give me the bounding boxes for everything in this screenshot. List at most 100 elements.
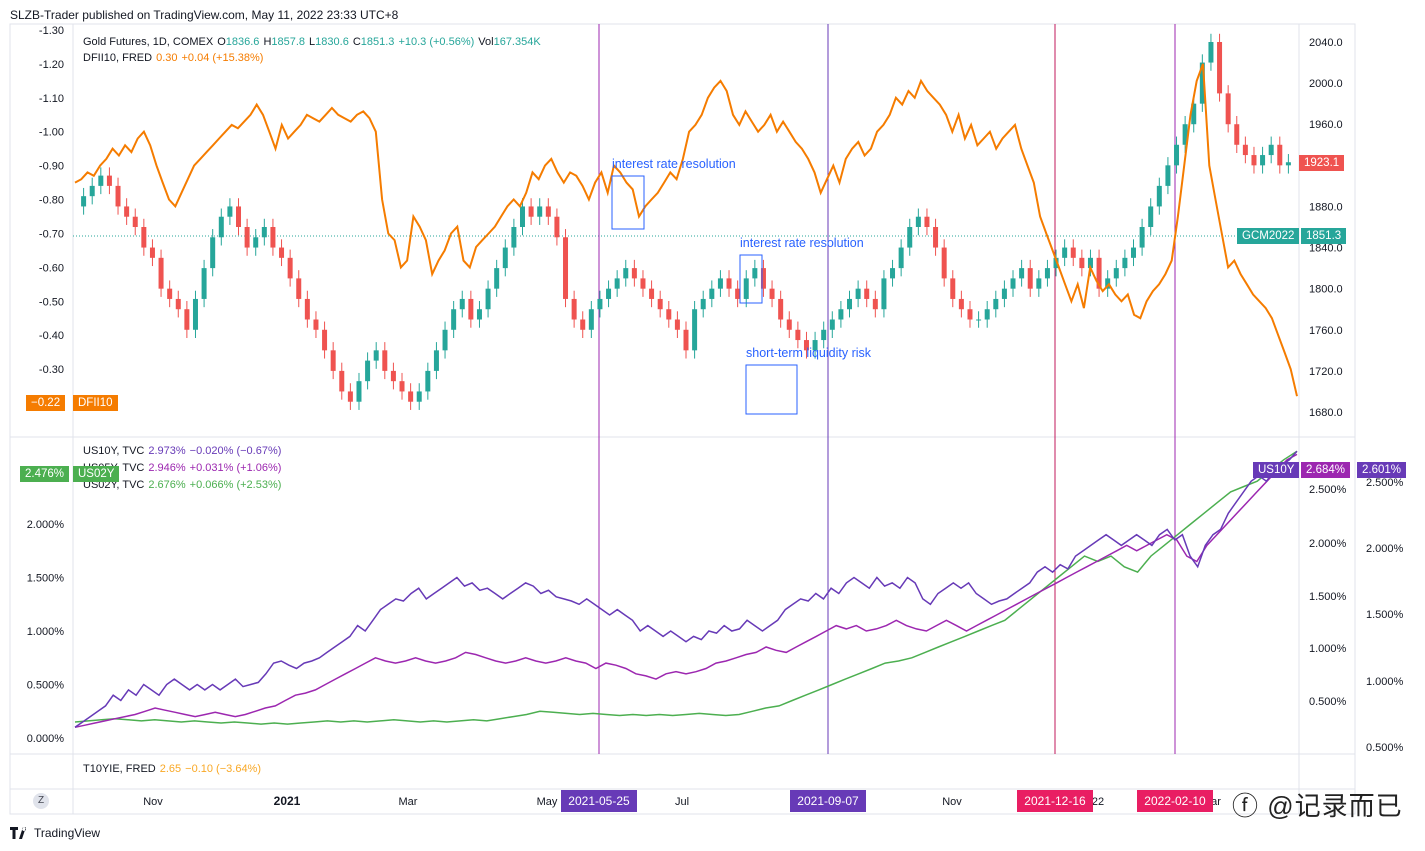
candle-body	[1010, 278, 1016, 289]
date-marker-3[interactable]: 2021-12-16	[1017, 790, 1093, 812]
yield-right-axis2-label: 0.500%	[1366, 742, 1404, 754]
candle-body	[872, 298, 878, 310]
candle-body	[864, 288, 870, 299]
candle-body	[847, 298, 853, 310]
legend-gold[interactable]: Gold Futures, 1D, COMEX O1836.6 H1857.8 L18…	[83, 36, 545, 48]
yield-axis-label: 0.500%	[27, 680, 65, 692]
candle-body	[425, 370, 431, 392]
legend-gold-c: 1851.3	[360, 36, 395, 48]
left-axis-label: -0.50	[39, 296, 64, 308]
candle-body	[683, 329, 689, 351]
candle-body	[1019, 268, 1025, 279]
candle-body	[976, 319, 982, 321]
legend-gold-h: 1857.8	[271, 36, 306, 48]
legend-us02y[interactable]: US02Y, TVC 2.676% +0.066% (+2.53%)	[83, 479, 285, 491]
left-axis-label: -0.40	[39, 330, 64, 342]
legend-us10y-name: US10Y, TVC	[83, 445, 145, 457]
candle-body	[494, 268, 500, 289]
candle-body	[89, 185, 95, 197]
candle-body	[1139, 227, 1145, 248]
gcm-label-badge: GCM2022	[1237, 228, 1300, 244]
candle-body	[769, 288, 775, 299]
us05y-line	[74, 453, 1298, 729]
candle-body	[502, 247, 508, 269]
legend-t10yie[interactable]: T10YIE, FRED 2.65 −0.10 (−3.64%)	[83, 763, 265, 775]
legend-dfii-value: 0.30	[156, 52, 178, 64]
right-axis-label: 1760.0	[1309, 325, 1343, 337]
candle-body	[98, 175, 104, 186]
candle-body	[984, 309, 990, 320]
legend-gold-l-label: L	[309, 36, 316, 48]
candle-body	[158, 257, 164, 289]
candle-body	[322, 329, 328, 351]
candle-body	[373, 350, 379, 361]
candle-body	[898, 247, 904, 269]
legend-us02y-value: 2.676%	[148, 479, 186, 491]
left-axis-label: -0.60	[39, 262, 64, 274]
candle-body	[408, 391, 414, 402]
candle-body	[1260, 155, 1266, 166]
legend-gold-vol-label: Vol	[478, 36, 494, 48]
candle-body	[382, 350, 388, 371]
candle-body	[597, 298, 603, 310]
right-axis-label: 1960.0	[1309, 119, 1343, 131]
legend-t10yie-value: 2.65	[159, 763, 182, 775]
zoom-button[interactable]: Z	[33, 793, 49, 809]
publisher-header: SLZB-Trader published on TradingView.com…	[10, 8, 399, 22]
yield-right-axis2-label: 1.500%	[1366, 609, 1404, 621]
legend-us10y[interactable]: US10Y, TVC 2.973% −0.020% (−0.67%)	[83, 445, 285, 457]
candle-body	[1234, 124, 1240, 145]
candle-body	[1062, 247, 1068, 258]
candle-body	[201, 268, 207, 299]
date-marker-1[interactable]: 2021-05-25	[561, 790, 637, 812]
candle-body	[967, 309, 973, 320]
legend-gold-chg: +10.3 (+0.56%)	[398, 36, 475, 48]
candle-body	[821, 329, 827, 341]
x-axis-label: 2021	[274, 794, 301, 808]
candle-body	[640, 278, 646, 289]
candle-body	[649, 288, 655, 299]
right-axis-label: 2040.0	[1309, 37, 1343, 49]
candle-body	[124, 206, 130, 217]
date-marker-4[interactable]: 2022-02-10	[1137, 790, 1213, 812]
candle-body	[1165, 165, 1171, 186]
gold-candles	[81, 33, 1291, 410]
annotation-liquidity[interactable]: short-term liquidity risk	[746, 346, 872, 360]
candle-body	[812, 340, 818, 351]
candle-body	[631, 268, 637, 279]
annotation-rate-2[interactable]: interest rate resolution	[740, 236, 864, 250]
candle-body	[192, 298, 198, 330]
legend-gold-o: 1836.6	[225, 36, 260, 48]
candle-body	[347, 391, 353, 402]
candle-body	[743, 278, 749, 299]
us02y-label-badge: US02Y	[73, 466, 120, 482]
legend-dfii-chg: +0.04 (+15.38%)	[181, 52, 264, 64]
candle-body	[941, 247, 947, 279]
right-axis-label: 1800.0	[1309, 284, 1343, 296]
candle-body	[365, 360, 371, 382]
candle-body	[511, 227, 517, 248]
candle-body	[993, 298, 999, 310]
candle-body	[519, 206, 525, 227]
date-marker-2[interactable]: 2021-09-07	[790, 790, 866, 812]
footer-brand: TradingView	[34, 826, 101, 840]
candle-body	[571, 298, 577, 320]
legend-us05y-value: 2.946%	[148, 462, 186, 474]
tradingview-footer[interactable]: TradingView	[10, 826, 100, 840]
right-axis-label: 1720.0	[1309, 366, 1343, 378]
candle-body	[709, 288, 715, 299]
annotation-rate-1[interactable]: interest rate resolution	[612, 157, 736, 171]
candle-body	[1285, 162, 1291, 166]
candle-body	[829, 319, 835, 330]
candle-body	[726, 278, 732, 289]
candle-body	[442, 329, 448, 351]
right-yield-badge: 2.601%	[1357, 462, 1407, 478]
legend-us05y-chg: +0.031% (+1.06%)	[189, 462, 282, 474]
yield-right-axis-label: 1.500%	[1309, 591, 1347, 603]
candle-body	[924, 216, 930, 227]
candle-body	[528, 206, 534, 217]
candle-body	[1087, 257, 1093, 269]
candle-body	[1130, 247, 1136, 258]
legend-dfii[interactable]: DFII10, FRED 0.30 +0.04 (+15.38%)	[83, 52, 267, 64]
